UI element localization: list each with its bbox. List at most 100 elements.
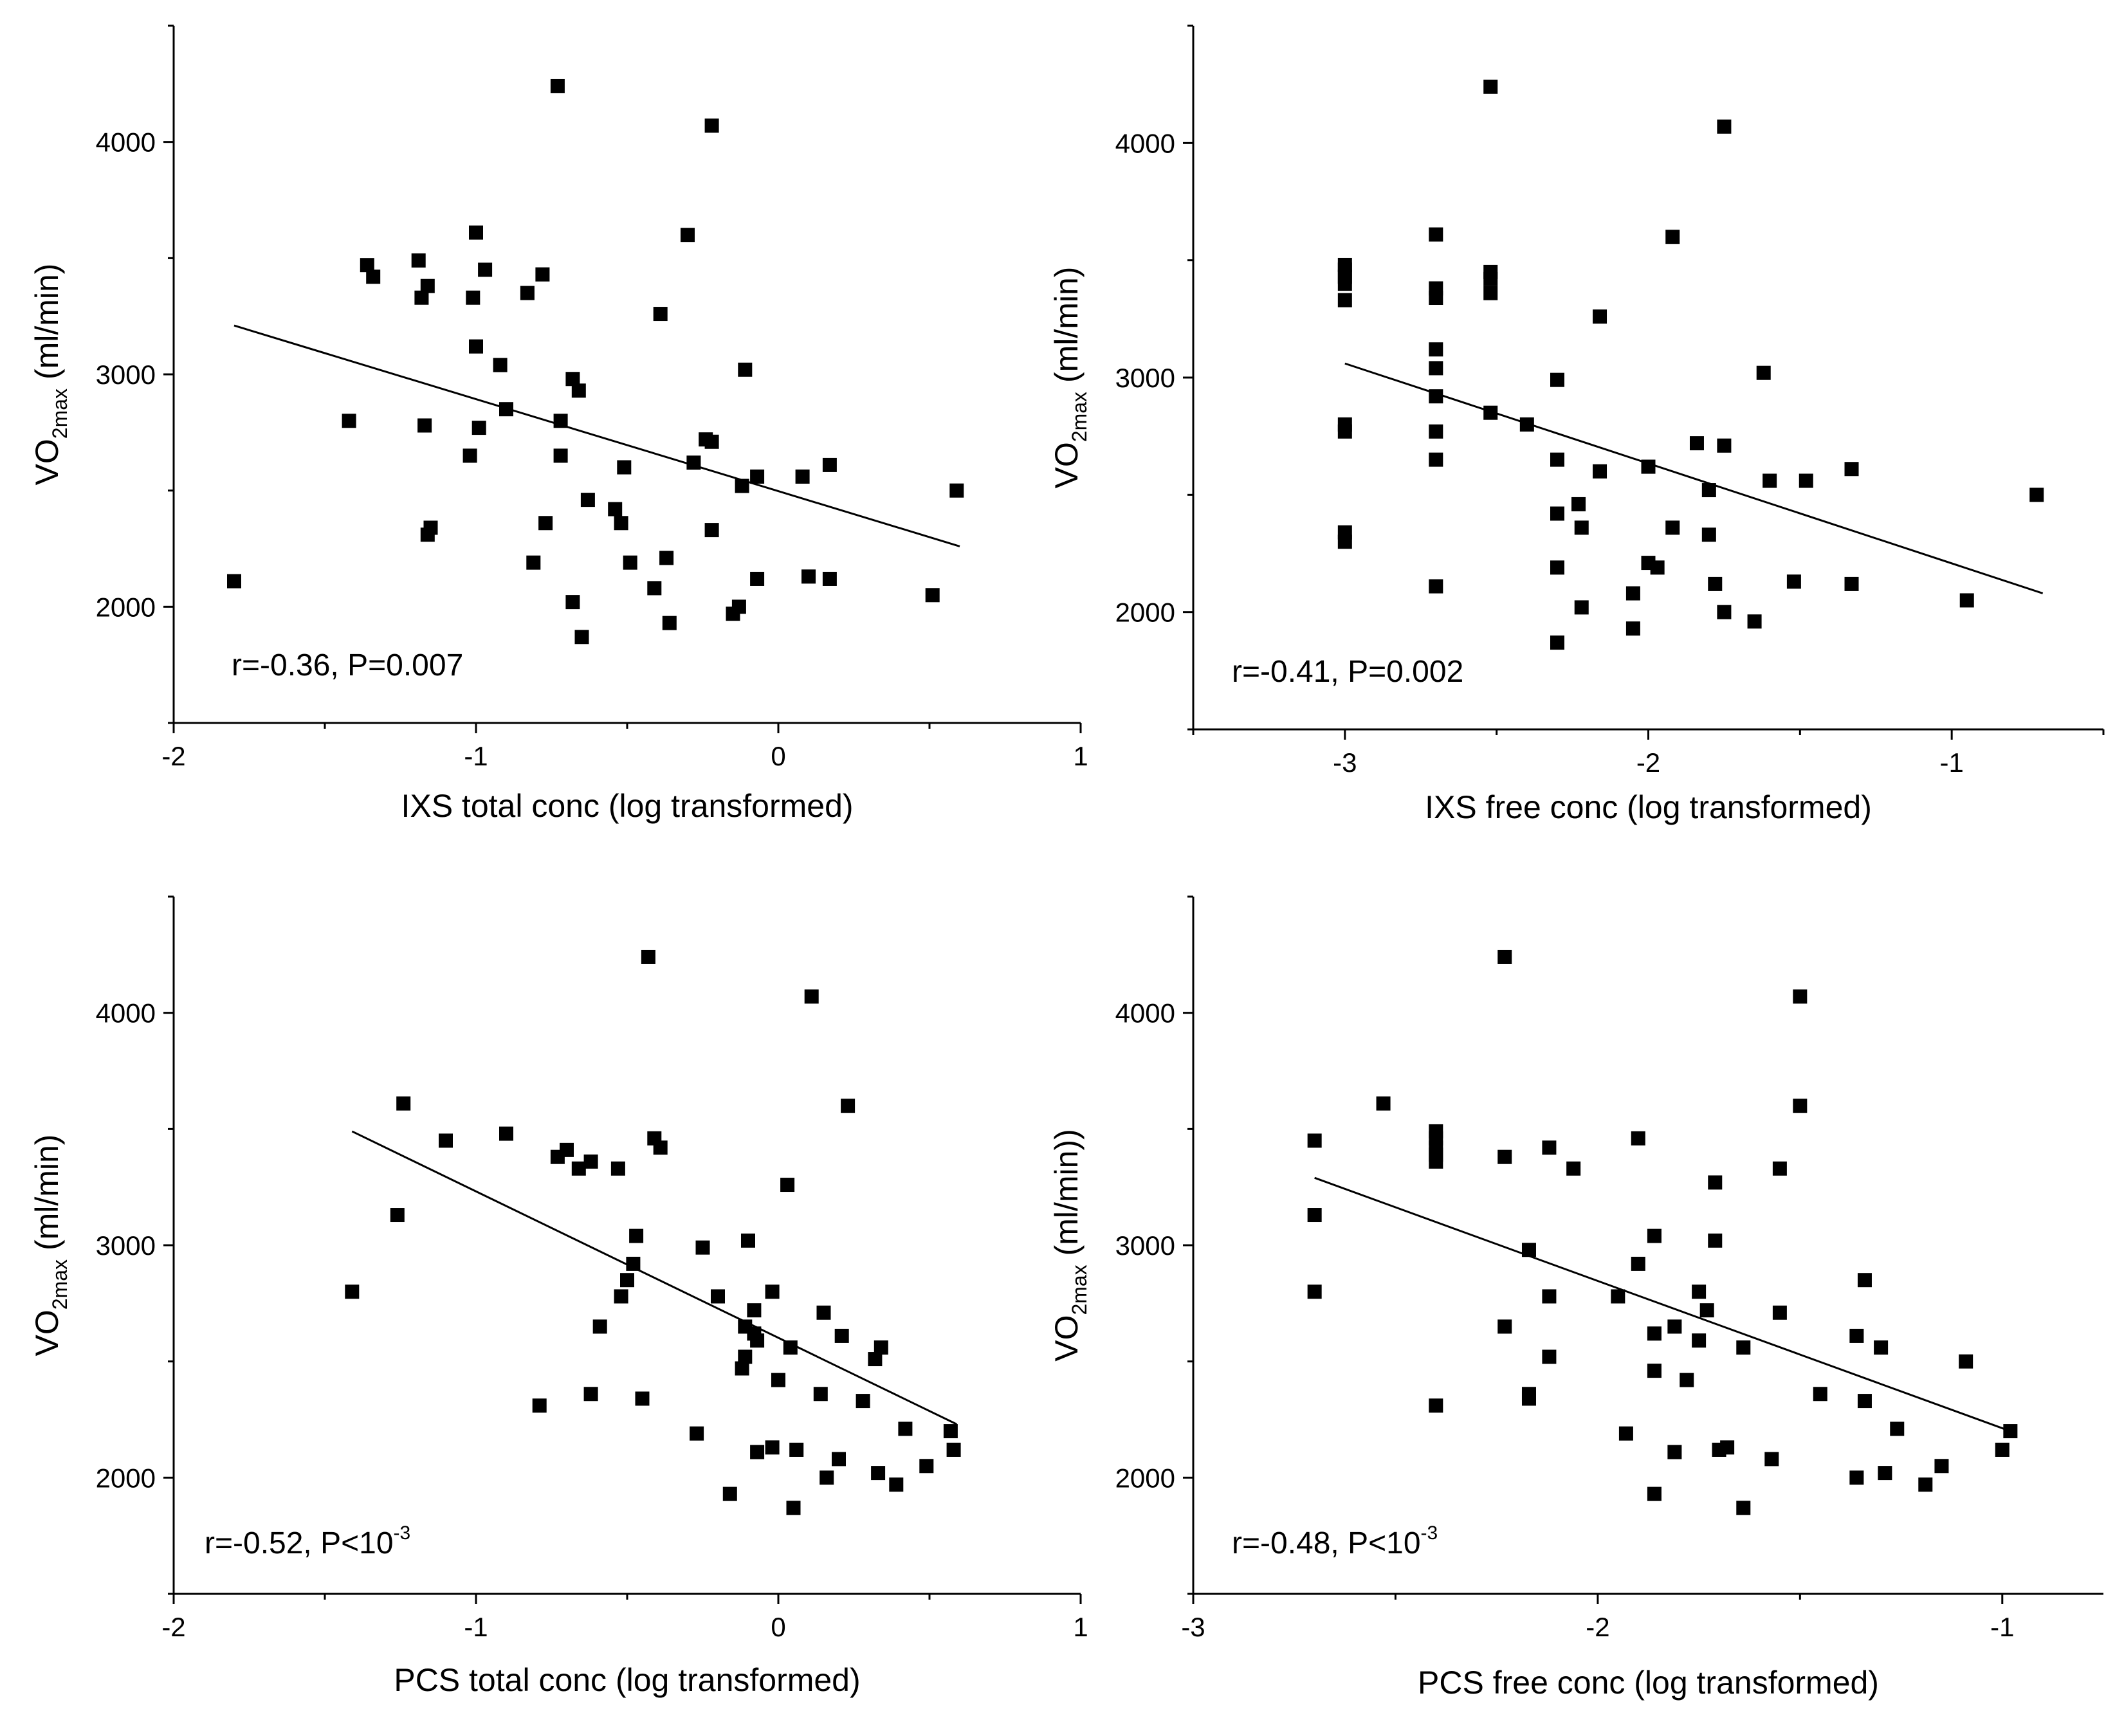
data-point	[560, 1142, 574, 1157]
data-point	[1647, 1326, 1662, 1341]
x-tick-label: 1	[1073, 741, 1088, 771]
data-point	[1736, 1340, 1751, 1355]
data-point	[1574, 600, 1589, 615]
y-tick-label: 2000	[96, 1463, 156, 1493]
y-tick-label: 2000	[96, 592, 156, 622]
x-tick-label: 1	[1073, 1612, 1088, 1642]
data-point	[620, 1273, 634, 1288]
data-point	[1497, 949, 1512, 964]
data-point	[1764, 1452, 1779, 1466]
data-point	[1667, 1319, 1682, 1334]
data-point	[493, 358, 508, 372]
data-point	[1701, 527, 1716, 542]
data-point	[786, 1501, 801, 1515]
data-point	[898, 1421, 913, 1436]
y-tick-label: 4000	[1115, 128, 1175, 158]
data-point	[1667, 1445, 1682, 1459]
data-point	[420, 279, 435, 293]
data-point	[738, 1349, 753, 1364]
data-point	[1429, 452, 1443, 467]
data-point	[659, 551, 674, 565]
correlation-text: r=-0.41, P=0.002	[1232, 655, 1463, 689]
data-point	[1717, 605, 1732, 619]
data-point	[520, 286, 535, 300]
data-point	[1429, 579, 1443, 594]
x-axis-title: PCS free conc (log transformed)	[1418, 1665, 1879, 1701]
y-tick-label: 4000	[96, 127, 156, 158]
data-point	[417, 418, 432, 433]
data-point	[462, 448, 477, 463]
data-point	[1813, 1387, 1827, 1402]
data-point	[1631, 1256, 1645, 1271]
data-point	[411, 253, 426, 268]
data-point	[635, 1391, 650, 1406]
data-point	[1483, 286, 1498, 300]
data-point	[813, 1387, 828, 1402]
data-point	[550, 78, 565, 93]
data-point	[641, 949, 655, 964]
data-point	[526, 555, 541, 570]
data-point	[695, 1240, 710, 1255]
data-point	[1720, 1440, 1735, 1455]
data-point	[1550, 560, 1564, 575]
data-point	[1618, 1426, 1633, 1441]
data-point	[1631, 1131, 1645, 1146]
data-point	[889, 1477, 904, 1492]
data-point	[653, 1140, 668, 1155]
y-tick-label: 3000	[96, 360, 156, 390]
data-point	[360, 258, 374, 273]
y-axis-title-main: VO	[1048, 442, 1085, 488]
data-point	[1429, 1154, 1443, 1169]
data-point	[1429, 342, 1443, 357]
data-point	[626, 1256, 641, 1271]
data-point	[750, 1445, 765, 1459]
data-point	[686, 455, 701, 470]
correlation-annotation: r=-0.36, P=0.007	[232, 648, 463, 682]
data-point	[1665, 230, 1680, 244]
data-point	[804, 989, 819, 1004]
data-point	[565, 372, 580, 387]
data-point	[780, 1178, 795, 1192]
data-point	[1550, 635, 1564, 650]
data-point	[822, 457, 837, 472]
data-point	[1593, 309, 1607, 324]
y-axis-title: VO2max (ml/min)	[29, 264, 71, 486]
data-point	[629, 1229, 644, 1243]
y-axis-title-unit: (ml/min))	[1048, 1129, 1085, 1265]
data-point	[553, 448, 568, 463]
data-point	[1429, 361, 1443, 376]
data-point	[345, 1284, 360, 1299]
data-point	[1497, 1319, 1512, 1334]
data-point	[1337, 293, 1352, 307]
data-point	[731, 599, 746, 614]
data-point	[1521, 1243, 1536, 1257]
data-point	[1647, 1364, 1662, 1378]
data-point	[704, 434, 719, 449]
correlation-text: r=-0.52, P<10	[205, 1526, 394, 1560]
x-tick-label: -1	[464, 741, 488, 771]
x-tick-label: 0	[771, 741, 785, 771]
data-point	[1571, 497, 1586, 511]
data-point	[819, 1470, 834, 1485]
data-point	[1799, 473, 1813, 488]
data-point	[738, 362, 753, 377]
data-point	[469, 339, 483, 354]
y-axis-title-subscript: 2max	[48, 1259, 71, 1310]
y-tick-label: 2000	[1115, 598, 1175, 628]
y-axis-title-subscript: 2max	[1068, 392, 1091, 442]
data-point	[765, 1284, 780, 1299]
regression-line	[1344, 362, 2044, 594]
data-point	[919, 1459, 934, 1474]
data-point	[647, 581, 662, 596]
data-point	[553, 414, 568, 428]
x-tick-label: -2	[1586, 1612, 1609, 1642]
chart-panel-top-right: -3 -2 -1 2000 3000 4000 IXS free conc (log tra…	[1048, 24, 2105, 825]
data-point	[1519, 417, 1534, 432]
data-point	[1429, 1398, 1443, 1413]
data-point	[871, 1466, 886, 1481]
y-axis-title-unit: (ml/min)	[1048, 267, 1085, 392]
data-point	[662, 616, 677, 630]
x-tick-label: -3	[1333, 747, 1357, 778]
data-point	[1542, 1289, 1557, 1304]
data-point	[499, 402, 513, 417]
